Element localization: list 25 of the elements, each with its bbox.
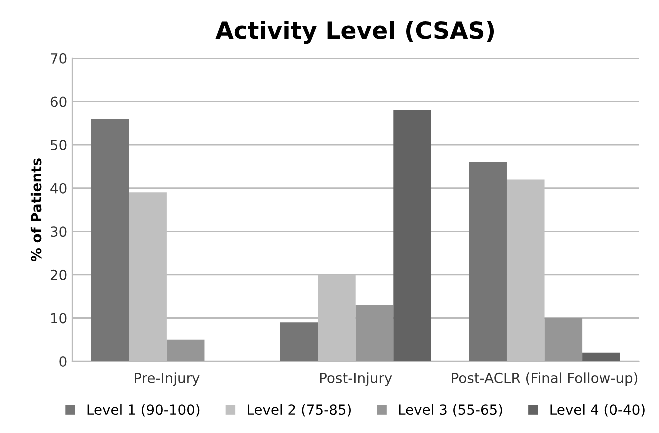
y-tick-label: 10 xyxy=(51,313,67,324)
legend-label: Level 4 (0-40) xyxy=(550,404,645,417)
y-tick-label: 70 xyxy=(51,53,67,64)
bar xyxy=(582,352,620,362)
y-tick-label: 20 xyxy=(50,270,67,280)
y-tick-label: 40 xyxy=(50,183,67,194)
y-tick-label: 30 xyxy=(51,226,67,238)
x-tick-label: Post-ACLR (Final Follow-up) xyxy=(452,372,638,386)
bar xyxy=(91,119,130,362)
bar xyxy=(544,318,583,362)
legend-label: Level 2 (75-85) xyxy=(248,404,351,417)
x-tick-label: Pre-Injury xyxy=(135,372,200,386)
legend-label: Level 3 (55-65) xyxy=(399,404,502,417)
bar xyxy=(280,322,318,362)
bar xyxy=(394,110,432,362)
x-tick-label: Post-Injury xyxy=(320,372,392,386)
chart-title: Activity Level (CSAS) xyxy=(216,21,494,44)
y-tick-label: 50 xyxy=(51,140,67,151)
y-axis-title: % of Patients xyxy=(30,158,42,262)
legend-label: Level 1 (90-100) xyxy=(88,404,200,417)
bar xyxy=(356,305,394,362)
y-tick-label: 60 xyxy=(50,96,67,108)
bar xyxy=(166,340,205,362)
bar xyxy=(469,162,507,362)
y-tick-label: 0 xyxy=(60,356,67,368)
